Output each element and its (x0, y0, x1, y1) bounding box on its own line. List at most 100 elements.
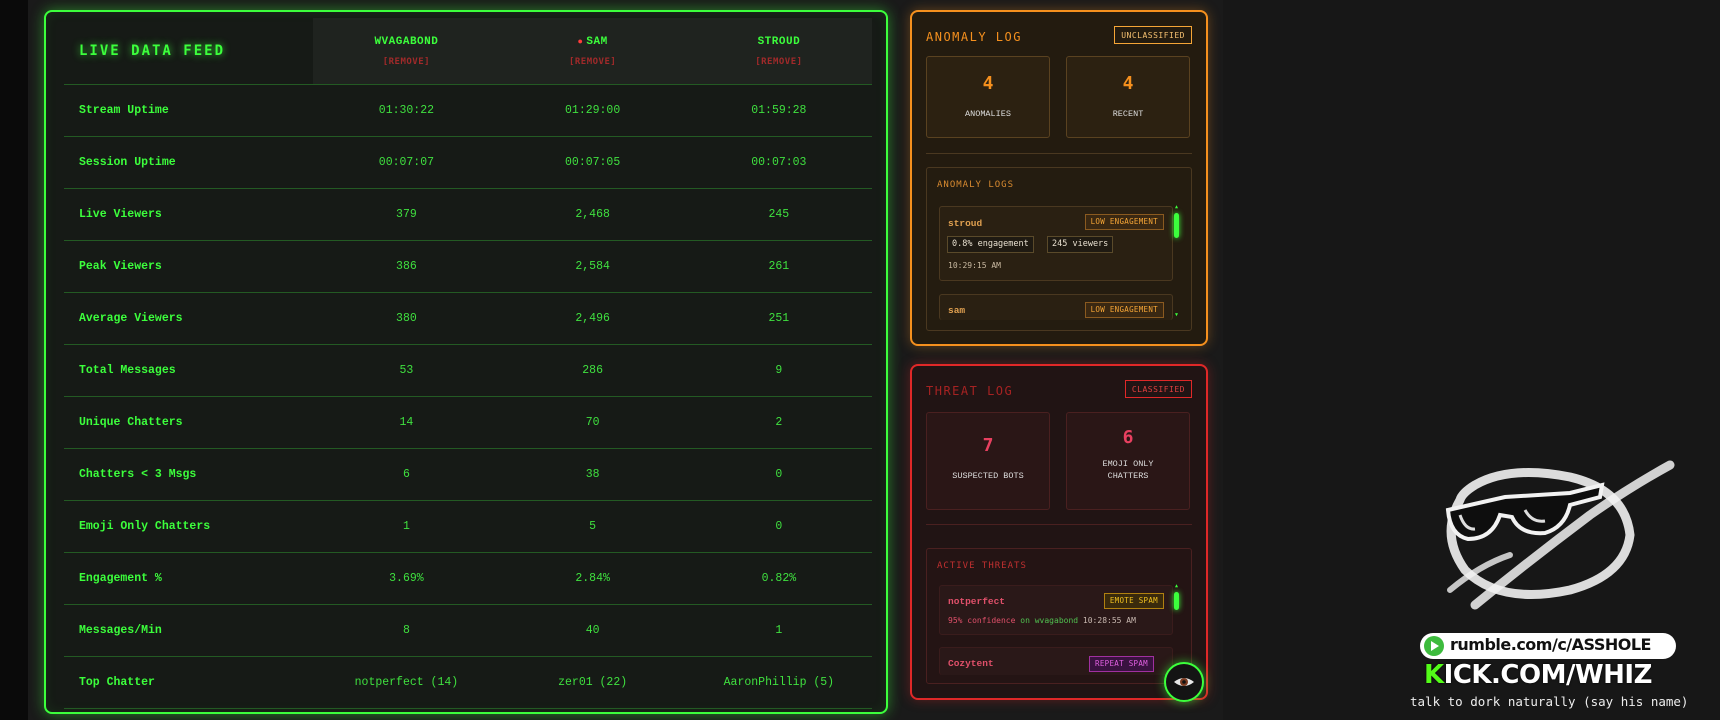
threat-log-title: THREAT LOG (926, 384, 1014, 398)
table-row: Total Messages 53 286 9 (64, 344, 872, 397)
classified-badge[interactable]: CLASSIFIED (1124, 380, 1192, 398)
metric-value: 01:59:28 (685, 84, 872, 137)
metric-value: 0.82% (685, 552, 872, 605)
metric-value: 251 (685, 292, 872, 345)
metric-value: 01:30:22 (313, 84, 500, 137)
table-row: Session Uptime 00:07:07 00:07:05 00:07:03 (64, 136, 872, 189)
table-row: Stream Uptime 01:30:22 01:29:00 01:59:28 (64, 84, 872, 137)
log-channel-name: stroud (948, 218, 983, 229)
metric-value: 01:29:00 (499, 84, 686, 137)
emoji-only-label: EMOJI ONLY CHATTERS (1102, 459, 1154, 481)
metric-value: 40 (499, 604, 686, 657)
metric-value: 6 (313, 448, 500, 501)
active-threats-title: ACTIVE THREATS (937, 561, 1027, 571)
suspected-bots-count: 7 (982, 435, 994, 456)
suspected-bots-stat-card: 7 SUSPECTED BOTS (926, 412, 1050, 510)
table-row: Engagement % 3.69% 2.84% 0.82% (64, 552, 872, 605)
unclassified-badge[interactable]: UNCLASSIFIED (1114, 26, 1192, 44)
metric-value: 2,468 (499, 188, 686, 241)
anomaly-log-title: ANOMALY LOG (926, 30, 1022, 44)
table-row: Top Chatter notperfect (14) zer01 (22) Aaro… (64, 656, 872, 709)
recent-label: RECENT (1112, 109, 1144, 119)
anomaly-scrollbar[interactable]: ▲ ▼ (1174, 204, 1179, 318)
rumble-play-icon (1424, 636, 1444, 656)
low-engagement-tag: LOW ENGAGEMENT (1084, 302, 1164, 318)
metric-label: Chatters < 3 Msgs (64, 448, 314, 501)
repeat-spam-tag: REPEAT SPAM (1089, 656, 1154, 672)
metric-label: Total Messages (64, 344, 314, 397)
remove-channel-button[interactable]: [REMOVE] (568, 56, 617, 67)
webcam-area (1223, 0, 1720, 720)
threat-log-panel: THREAT LOG CLASSIFIED 7 SUSPECTED BOTS 6… (910, 364, 1208, 700)
metric-value: 70 (499, 396, 686, 449)
metric-value: 53 (313, 344, 500, 397)
table-header-row: LIVE DATA FEED WVAGABOND [REMOVE] ● SAM [… (64, 18, 872, 85)
channel-column-sam: ● SAM [REMOVE] (499, 18, 686, 85)
threat-scrollbar[interactable]: ▲ (1174, 583, 1179, 677)
threat-on-word: on (1020, 616, 1030, 625)
active-threats-section: ACTIVE THREATS notperfect EMOTE SPAM 95%… (926, 548, 1192, 684)
feed-title: LIVE DATA FEED (64, 18, 314, 85)
live-data-feed-panel: LIVE DATA FEED WVAGABOND [REMOVE] ● SAM [… (44, 10, 888, 714)
metric-value: 380 (313, 292, 500, 345)
table-row: Chatters < 3 Msgs 6 38 0 (64, 448, 872, 501)
scroll-up-icon[interactable]: ▲ (1174, 204, 1178, 210)
low-engagement-tag: LOW ENGAGEMENT (1084, 214, 1164, 230)
eye-icon (1174, 678, 1194, 686)
kick-k-letter: K (1424, 660, 1444, 690)
rumble-url: rumble.com/c/ASSHOLE (1450, 635, 1651, 654)
metric-label: Stream Uptime (64, 84, 314, 137)
metric-label: Average Viewers (64, 292, 314, 345)
remove-channel-button[interactable]: [REMOVE] (382, 56, 431, 67)
stream-tagline: talk to dork naturally (say his name) (1410, 694, 1689, 709)
stats-table: LIVE DATA FEED WVAGABOND [REMOVE] ● SAM [… (64, 18, 872, 709)
emote-spam-tag: EMOTE SPAM (1103, 593, 1164, 609)
metric-value: notperfect (14) (313, 656, 500, 709)
threat-confidence: 95% confidence (948, 616, 1016, 625)
emoji-only-stat-card: 6 EMOJI ONLY CHATTERS (1066, 412, 1190, 510)
table-row: Live Viewers 379 2,468 245 (64, 188, 872, 241)
anomaly-log-item[interactable]: sam LOW ENGAGEMENT (939, 294, 1173, 320)
metric-value: 261 (685, 240, 872, 293)
metric-value: 5 (499, 500, 686, 553)
threat-item[interactable]: notperfect EMOTE SPAM 95% confidence on … (939, 585, 1173, 635)
remove-channel-button[interactable]: [REMOVE] (755, 56, 803, 67)
channel-name: STROUD (686, 36, 872, 48)
metric-value: 2,584 (499, 240, 686, 293)
threat-item[interactable]: Cozytent REPEAT SPAM (939, 647, 1173, 675)
mascot-sunglasses-drawing (1420, 455, 1680, 619)
metric-value: 386 (313, 240, 500, 293)
threat-timestamp: 10:28:55 AM (1082, 616, 1136, 625)
metric-value: 9 (685, 344, 872, 397)
table-row: Emoji Only Chatters 1 5 0 (64, 500, 872, 553)
metric-label: Top Chatter (64, 656, 314, 709)
metric-value: 3.69% (313, 552, 500, 605)
channel-name-text: STROUD (757, 35, 801, 48)
metric-label: Peak Viewers (64, 240, 314, 293)
suspected-bots-label: SUSPECTED BOTS (952, 471, 1024, 481)
metric-value: 2 (685, 396, 872, 449)
scroll-thumb[interactable] (1174, 592, 1179, 610)
engagement-chip: 0.8% engagement (947, 236, 1034, 253)
anomaly-log-item[interactable]: stroud LOW ENGAGEMENT 0.8% engagement 24… (939, 206, 1173, 281)
metric-label: Emoji Only Chatters (64, 500, 314, 553)
recent-stat-card: 4 RECENT (1066, 56, 1190, 138)
metric-value: 1 (685, 604, 872, 657)
kick-url-rest: ICK.COM/WHIZ (1443, 660, 1653, 690)
channel-column-stroud: STROUD [REMOVE] (685, 18, 872, 85)
metric-value: 0 (685, 500, 872, 553)
divider (926, 153, 1192, 154)
metric-value: 0 (685, 448, 872, 501)
scroll-down-icon[interactable]: ▼ (1174, 312, 1178, 318)
anomalies-stat-card: 4 ANOMALIES (926, 56, 1050, 138)
eye-toggle-button[interactable] (1164, 662, 1204, 702)
scroll-up-icon[interactable]: ▲ (1174, 583, 1178, 589)
channel-name: WVAGABOND (313, 36, 499, 48)
table-row: Messages/Min 8 40 1 (64, 604, 872, 657)
channel-name-text: WVAGABOND (374, 35, 439, 48)
metric-value: 38 (499, 448, 686, 501)
metric-label: Engagement % (64, 552, 314, 605)
channel-name: ● SAM (500, 36, 686, 48)
threat-user-name: Cozytent (948, 658, 994, 669)
scroll-thumb[interactable] (1174, 213, 1179, 238)
